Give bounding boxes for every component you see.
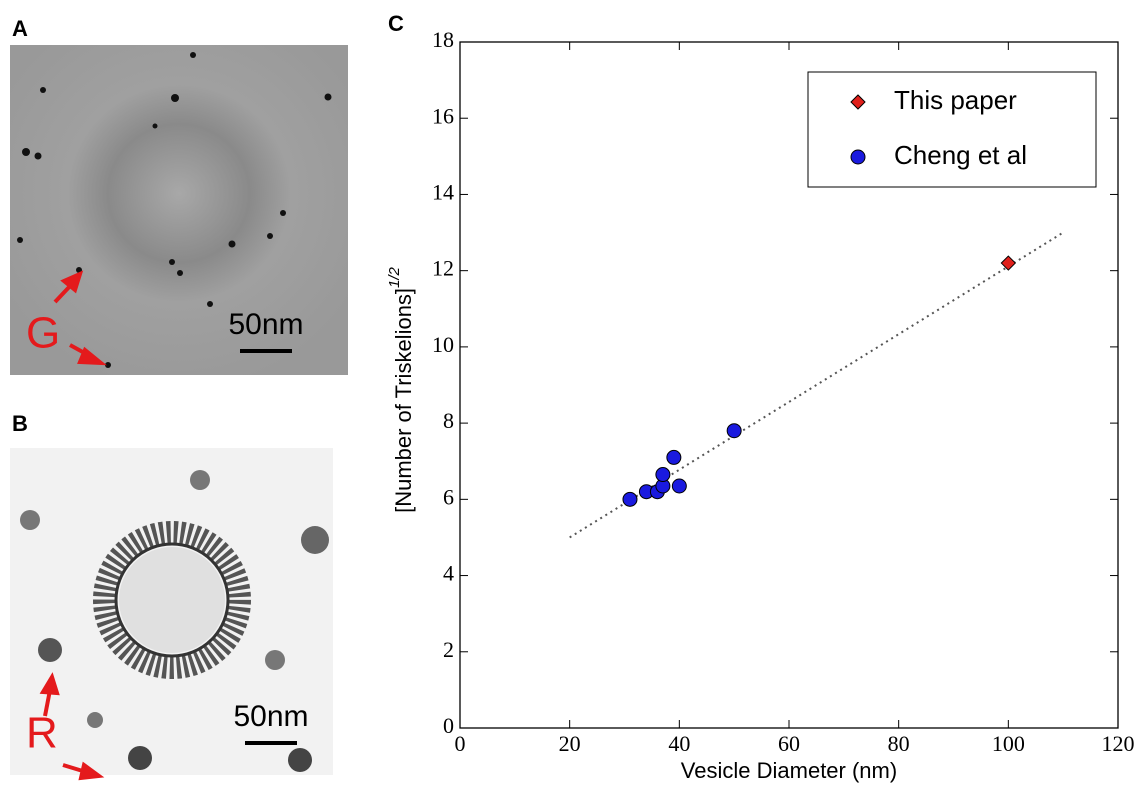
- y-axis-label-sup: 1/2: [386, 266, 403, 288]
- panel-label: C: [388, 11, 404, 36]
- point: [671, 478, 687, 494]
- legend-marker: [850, 94, 866, 110]
- x-tick-label: 120: [1102, 731, 1135, 756]
- legend: This paper Cheng et al: [807, 71, 1097, 188]
- point: [655, 467, 671, 483]
- x-axis-label: Vesicle Diameter (nm): [681, 758, 897, 783]
- y-tick-label: 0: [443, 713, 454, 738]
- point: [726, 423, 742, 439]
- legend-frame: [807, 71, 1097, 188]
- scale-label: 50nm: [233, 700, 308, 733]
- micrograph-b: [10, 448, 333, 775]
- panel-label: A: [12, 16, 28, 41]
- y-tick-label: 6: [443, 484, 454, 509]
- x-tick-label: 20: [559, 731, 581, 756]
- y-tick-label: 8: [443, 408, 454, 433]
- arrows: [39, 270, 107, 781]
- y-tick-label: 14: [432, 179, 454, 204]
- x-tick-label: 60: [778, 731, 800, 756]
- x-tick-label: 40: [668, 731, 690, 756]
- chart: 0 20 40 60 80 100 120 0 2 4 6 8 10 12 14 16 18 Vesicle Di…: [386, 27, 1135, 783]
- scale-label: 50nm: [228, 308, 303, 341]
- point: [622, 491, 638, 507]
- micrograph-a: [10, 45, 348, 375]
- x-tick-label: 80: [888, 731, 910, 756]
- legend-label: This paper: [894, 85, 1017, 115]
- y-tick-label: 18: [432, 27, 454, 52]
- point: [666, 449, 682, 465]
- x-tick-label: 0: [455, 731, 466, 756]
- y-tick-label: 4: [443, 561, 454, 586]
- marker-label: R: [26, 709, 58, 758]
- y-tick-label: 2: [443, 637, 454, 662]
- marker-label: G: [26, 309, 60, 358]
- panel-label: B: [12, 411, 28, 436]
- x-tick-label: 100: [992, 731, 1025, 756]
- legend-marker: [850, 149, 866, 165]
- y-axis-label: [Number of Triskelions]1/2: [386, 266, 416, 512]
- y-tick-label: 12: [432, 256, 454, 281]
- legend-label: Cheng et al: [894, 140, 1027, 170]
- y-tick-label: 10: [432, 332, 454, 357]
- point: [1000, 255, 1017, 271]
- y-tick-label: 16: [432, 103, 454, 128]
- y-axis-label-main: [Number of Triskelions]: [391, 288, 416, 513]
